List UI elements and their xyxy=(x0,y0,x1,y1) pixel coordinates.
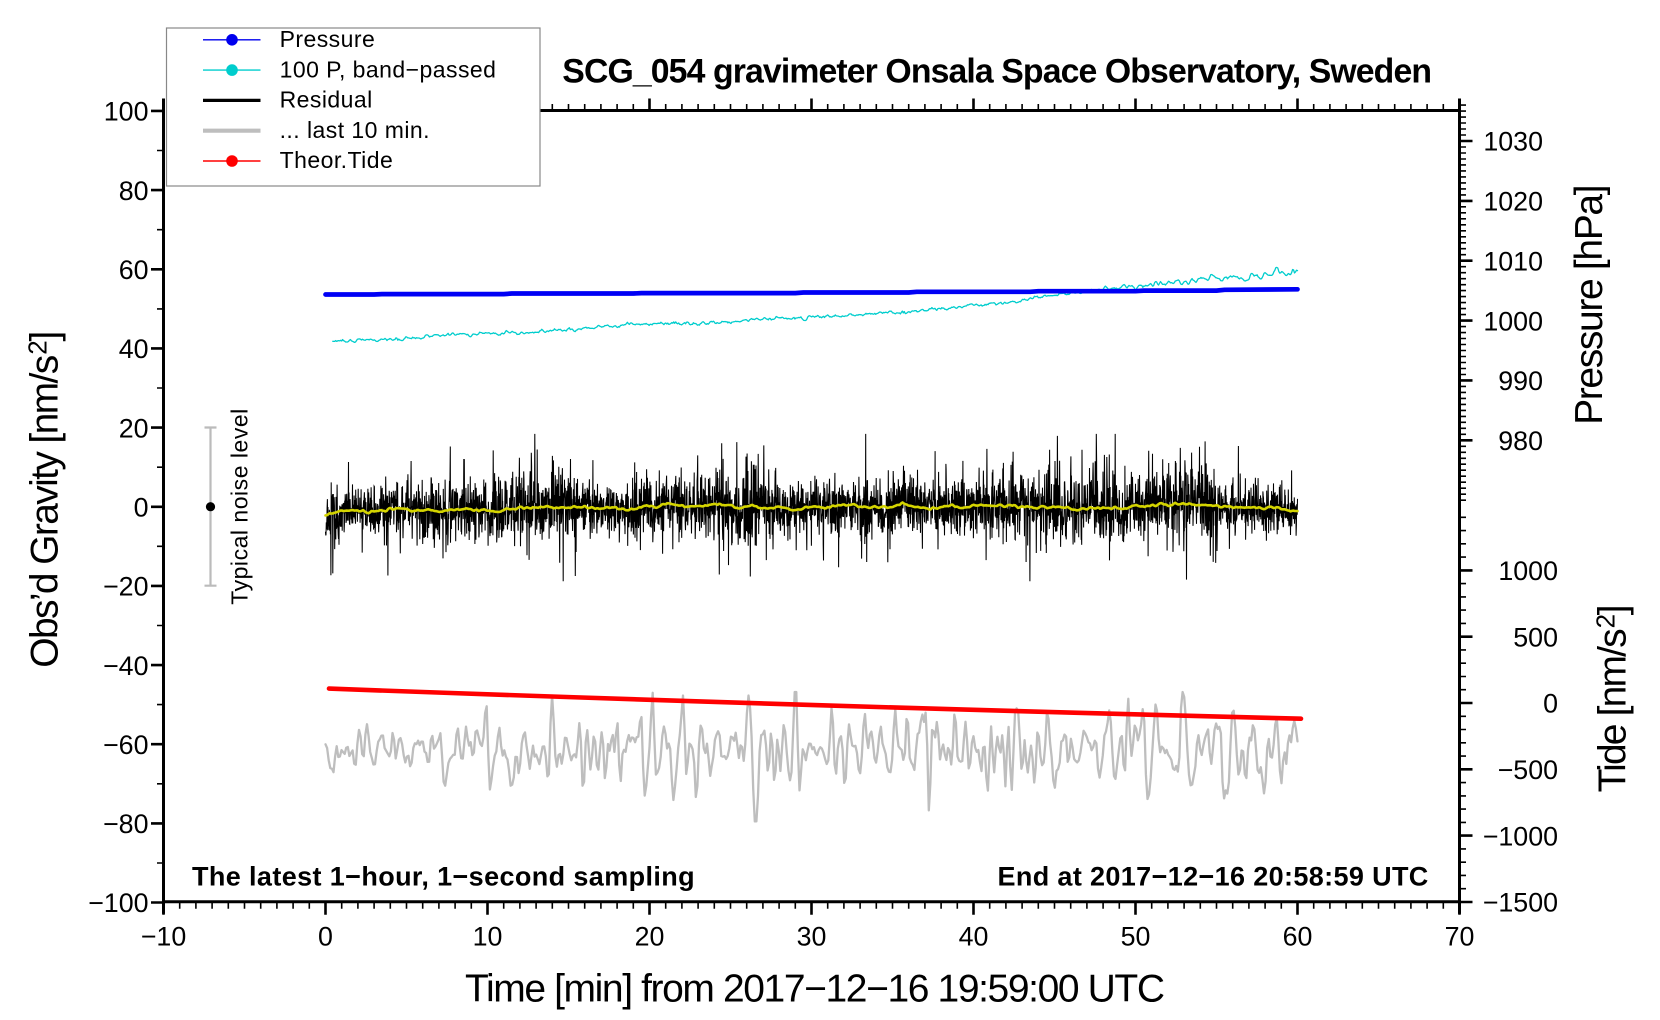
svg-text:−10: −10 xyxy=(141,921,186,951)
svg-text:80: 80 xyxy=(119,176,149,206)
svg-text:Theor.Tide: Theor.Tide xyxy=(280,147,394,173)
svg-text:−100: −100 xyxy=(88,888,148,918)
svg-text:−40: −40 xyxy=(103,651,148,681)
svg-text:60: 60 xyxy=(119,255,149,285)
svg-text:Pressure [hPa]: Pressure [hPa] xyxy=(1568,184,1611,425)
svg-text:1030: 1030 xyxy=(1483,127,1543,157)
svg-text:−60: −60 xyxy=(103,730,148,760)
svg-text:500: 500 xyxy=(1513,622,1558,652)
svg-text:]: ] xyxy=(24,331,67,342)
svg-text:30: 30 xyxy=(797,921,827,951)
svg-text:980: 980 xyxy=(1498,426,1543,456)
svg-text:2: 2 xyxy=(1591,614,1621,628)
svg-text:Time [min] from 2017−12−16 19:: Time [min] from 2017−12−16 19:59:00 UTC xyxy=(465,967,1165,1010)
svg-text:100: 100 xyxy=(104,97,149,127)
svg-text:1000: 1000 xyxy=(1498,556,1558,586)
svg-text:1000: 1000 xyxy=(1483,306,1543,336)
svg-text:20: 20 xyxy=(119,413,149,443)
svg-text:Tide [nm/s: Tide [nm/s xyxy=(1592,628,1635,792)
svg-text:70: 70 xyxy=(1445,921,1475,951)
svg-text:−20: −20 xyxy=(103,572,148,602)
svg-text:50: 50 xyxy=(1121,921,1151,951)
svg-text:60: 60 xyxy=(1283,921,1313,951)
svg-text:10: 10 xyxy=(473,921,503,951)
svg-text:1010: 1010 xyxy=(1483,246,1543,276)
svg-text:990: 990 xyxy=(1498,366,1543,396)
svg-text:20: 20 xyxy=(635,921,665,951)
svg-text:2: 2 xyxy=(23,340,53,354)
svg-text:40: 40 xyxy=(959,921,989,951)
svg-text:Typical noise level: Typical noise level xyxy=(227,409,253,605)
svg-text:Pressure: Pressure xyxy=(280,26,376,52)
svg-text:Residual: Residual xyxy=(280,87,373,113)
svg-text:0: 0 xyxy=(1543,689,1558,719)
svg-text:The latest 1−hour, 1−second sa: The latest 1−hour, 1−second sampling xyxy=(192,862,695,892)
svg-text:−80: −80 xyxy=(103,809,148,839)
svg-text:40: 40 xyxy=(119,334,149,364)
svg-text:Obs’d Gravity [nm/s: Obs’d Gravity [nm/s xyxy=(24,355,67,668)
svg-text:End at 2017−12−16 20:58:59 UTC: End at 2017−12−16 20:58:59 UTC xyxy=(998,862,1429,892)
svg-text:0: 0 xyxy=(318,921,333,951)
svg-text:1020: 1020 xyxy=(1483,187,1543,217)
svg-text:100 P, band−passed: 100 P, band−passed xyxy=(280,56,497,82)
svg-text:]: ] xyxy=(1592,604,1635,615)
svg-text:SCG_054 gravimeter Onsala Spac: SCG_054 gravimeter Onsala Space Observat… xyxy=(562,53,1432,91)
svg-text:... last 10 min.: ... last 10 min. xyxy=(280,117,430,143)
svg-text:−1500: −1500 xyxy=(1483,888,1558,918)
svg-text:−500: −500 xyxy=(1498,755,1558,785)
svg-text:0: 0 xyxy=(134,493,149,523)
svg-text:−1000: −1000 xyxy=(1483,821,1558,851)
